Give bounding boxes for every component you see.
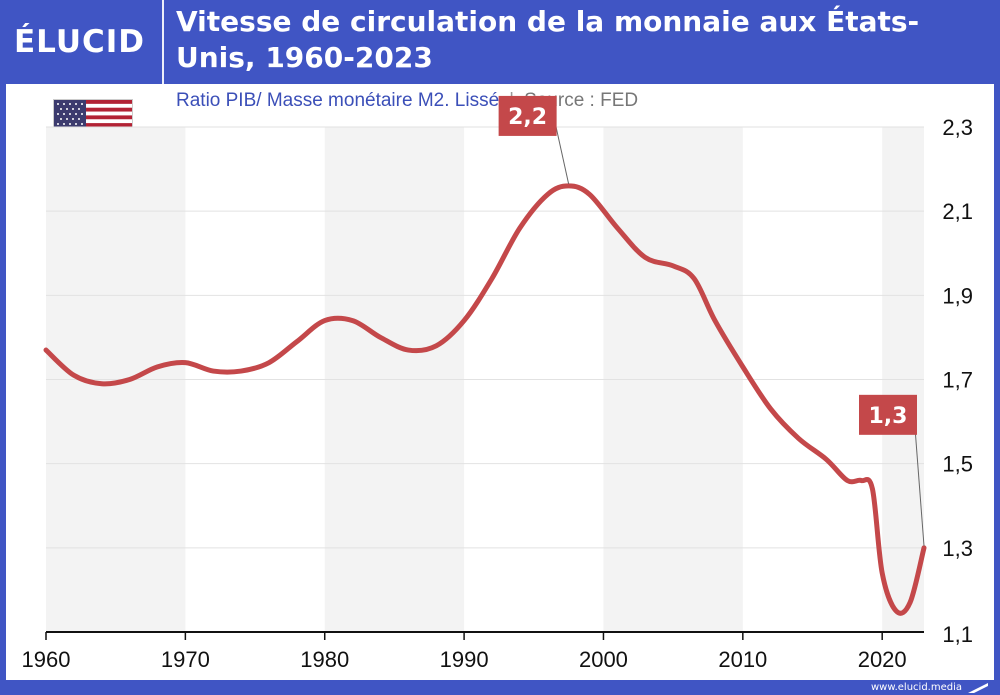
annotation-box bbox=[498, 95, 557, 136]
annotation-label: 2,2 bbox=[508, 105, 547, 130]
y-tick-label: 2,3 bbox=[942, 115, 973, 140]
x-tick-label: 1980 bbox=[300, 647, 349, 672]
y-tick-label: 1,5 bbox=[942, 452, 973, 477]
x-tick-label: 1960 bbox=[22, 647, 71, 672]
header: ÉLUCID Vitesse de circulation de la monn… bbox=[0, 0, 1000, 84]
annotation-box bbox=[859, 394, 917, 435]
x-tick-label: 2000 bbox=[579, 647, 628, 672]
elucid-mark-icon bbox=[968, 683, 988, 693]
chart-panel: Ratio PIB/ Masse monétaire M2. Lissé|Sou… bbox=[6, 84, 994, 680]
x-tick-label: 2010 bbox=[718, 647, 767, 672]
velocity-series-line bbox=[43, 183, 927, 616]
y-tick-label: 2,1 bbox=[942, 199, 973, 224]
y-tick-label: 1,1 bbox=[942, 622, 973, 647]
y-tick-label: 1,3 bbox=[942, 536, 973, 561]
footer-url: www.elucid.media bbox=[870, 682, 962, 693]
x-tick-label: 1990 bbox=[440, 647, 489, 672]
logo-divider bbox=[162, 0, 164, 84]
line-chart: 1960 1970 1980 1990 2000 2010 2020 1,1 1,3 1,5 1,… bbox=[22, 95, 973, 672]
subtitle-description: Ratio PIB/ Masse monétaire M2. Lissé bbox=[176, 90, 500, 111]
elucid-logo: ÉLUCID bbox=[14, 24, 146, 60]
chart-title: Vitesse de circulation de la monnaie aux… bbox=[176, 5, 920, 74]
annotation-label: 1,3 bbox=[869, 404, 908, 429]
annotation-leader-line bbox=[913, 414, 925, 546]
x-tick-label: 2020 bbox=[858, 647, 907, 672]
x-tick-label: 1970 bbox=[161, 647, 210, 672]
y-tick-label: 1,7 bbox=[942, 368, 973, 393]
y-tick-label: 1,9 bbox=[942, 283, 973, 308]
